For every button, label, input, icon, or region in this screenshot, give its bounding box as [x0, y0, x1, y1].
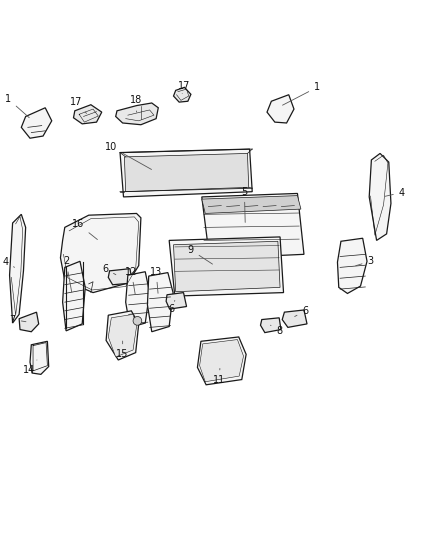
Text: 2: 2	[63, 256, 72, 292]
Polygon shape	[202, 193, 304, 259]
Text: 14: 14	[23, 360, 37, 375]
Polygon shape	[169, 237, 283, 296]
Polygon shape	[126, 272, 150, 327]
Polygon shape	[74, 104, 102, 124]
Text: 16: 16	[72, 219, 97, 239]
Text: 10: 10	[105, 142, 152, 169]
Text: 4: 4	[385, 188, 405, 198]
Text: 8: 8	[271, 325, 282, 336]
Polygon shape	[198, 337, 246, 385]
Polygon shape	[63, 261, 85, 331]
Text: 13: 13	[150, 266, 162, 293]
Text: 6: 6	[102, 264, 116, 274]
Circle shape	[133, 317, 142, 325]
Polygon shape	[261, 318, 281, 333]
Polygon shape	[148, 272, 173, 332]
Text: 6: 6	[295, 306, 308, 317]
Polygon shape	[30, 341, 49, 374]
Polygon shape	[116, 103, 158, 125]
Polygon shape	[267, 95, 294, 123]
Polygon shape	[21, 108, 52, 138]
Text: 15: 15	[117, 341, 129, 359]
Polygon shape	[106, 311, 139, 360]
Polygon shape	[202, 196, 301, 213]
Polygon shape	[19, 312, 39, 332]
Text: 4: 4	[2, 257, 14, 268]
Polygon shape	[166, 293, 187, 309]
Text: 5: 5	[241, 187, 247, 222]
Polygon shape	[282, 310, 307, 327]
Polygon shape	[369, 154, 391, 240]
Polygon shape	[200, 340, 244, 382]
Text: 17: 17	[70, 97, 87, 114]
Text: 17: 17	[178, 80, 191, 93]
Polygon shape	[108, 269, 132, 285]
Text: 1: 1	[5, 94, 29, 118]
Text: 7: 7	[10, 314, 26, 325]
Polygon shape	[60, 213, 141, 293]
Text: 6: 6	[168, 301, 175, 314]
Text: 3: 3	[356, 256, 374, 266]
Polygon shape	[120, 149, 252, 197]
Text: 18: 18	[131, 95, 143, 112]
Text: 9: 9	[188, 245, 212, 264]
Polygon shape	[108, 314, 137, 357]
Text: 1: 1	[283, 82, 320, 105]
Polygon shape	[124, 154, 249, 192]
Polygon shape	[173, 87, 191, 102]
Polygon shape	[337, 238, 367, 294]
Text: 11: 11	[213, 368, 225, 385]
Text: 12: 12	[125, 266, 138, 294]
Polygon shape	[10, 214, 26, 323]
Polygon shape	[173, 241, 280, 292]
